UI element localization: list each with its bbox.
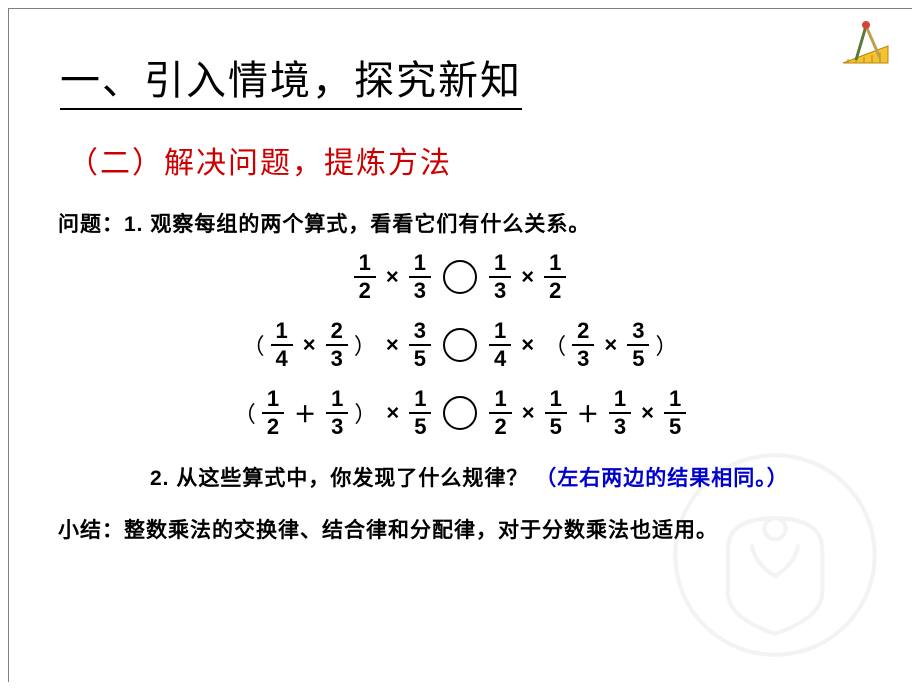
equation-2: （14×23）×3514×（23×35） [243,320,678,370]
fraction: 15 [664,388,686,438]
main-title: 一、引入情境，探究新知 [60,48,522,110]
fraction: 23 [572,320,594,370]
fraction: 13 [326,388,348,438]
fraction: 35 [627,320,649,370]
subtitle: （二）解决问题，提炼方法 [68,138,870,182]
frame-top [8,8,912,9]
fraction: 13 [609,388,631,438]
compare-circle [443,328,477,362]
question-1: 问题：1. 观察每组的两个算式，看看它们有什么关系。 [58,208,870,238]
fraction: 23 [326,320,348,370]
slide: 一、引入情境，探究新知 （二）解决问题，提炼方法 问题：1. 观察每组的两个算式… [0,0,920,690]
question-2: 2. 从这些算式中，你发现了什么规律？ （左右两边的结果相同。） [150,462,870,492]
geometry-tools-icon [838,18,898,68]
fraction: 15 [409,388,431,438]
fraction: 35 [409,320,431,370]
equations-block: 12×1313×12 （14×23）×3514×（23×35） （12＋13）×… [50,252,870,438]
question-2-text: 2. 从这些算式中，你发现了什么规律？ [150,467,528,490]
equation-1: 12×1313×12 [354,252,567,302]
fraction: 14 [271,320,293,370]
summary-line: 小结：整数乘法的交换律、结合律和分配律，对于分数乘法也适用。 [58,514,870,544]
fraction: 13 [489,252,511,302]
fraction: 12 [354,252,376,302]
compare-circle [443,260,477,294]
fraction: 13 [409,252,431,302]
frame-left [8,8,9,682]
fraction: 12 [489,388,511,438]
fraction: 12 [262,388,284,438]
compare-circle [443,396,477,430]
fraction: 15 [545,388,567,438]
question-2-answer: （左右两边的结果相同。） [535,467,789,490]
fraction: 12 [544,252,566,302]
equation-3: （12＋13）×1512×15＋13×15 [234,388,686,438]
fraction: 14 [489,320,511,370]
